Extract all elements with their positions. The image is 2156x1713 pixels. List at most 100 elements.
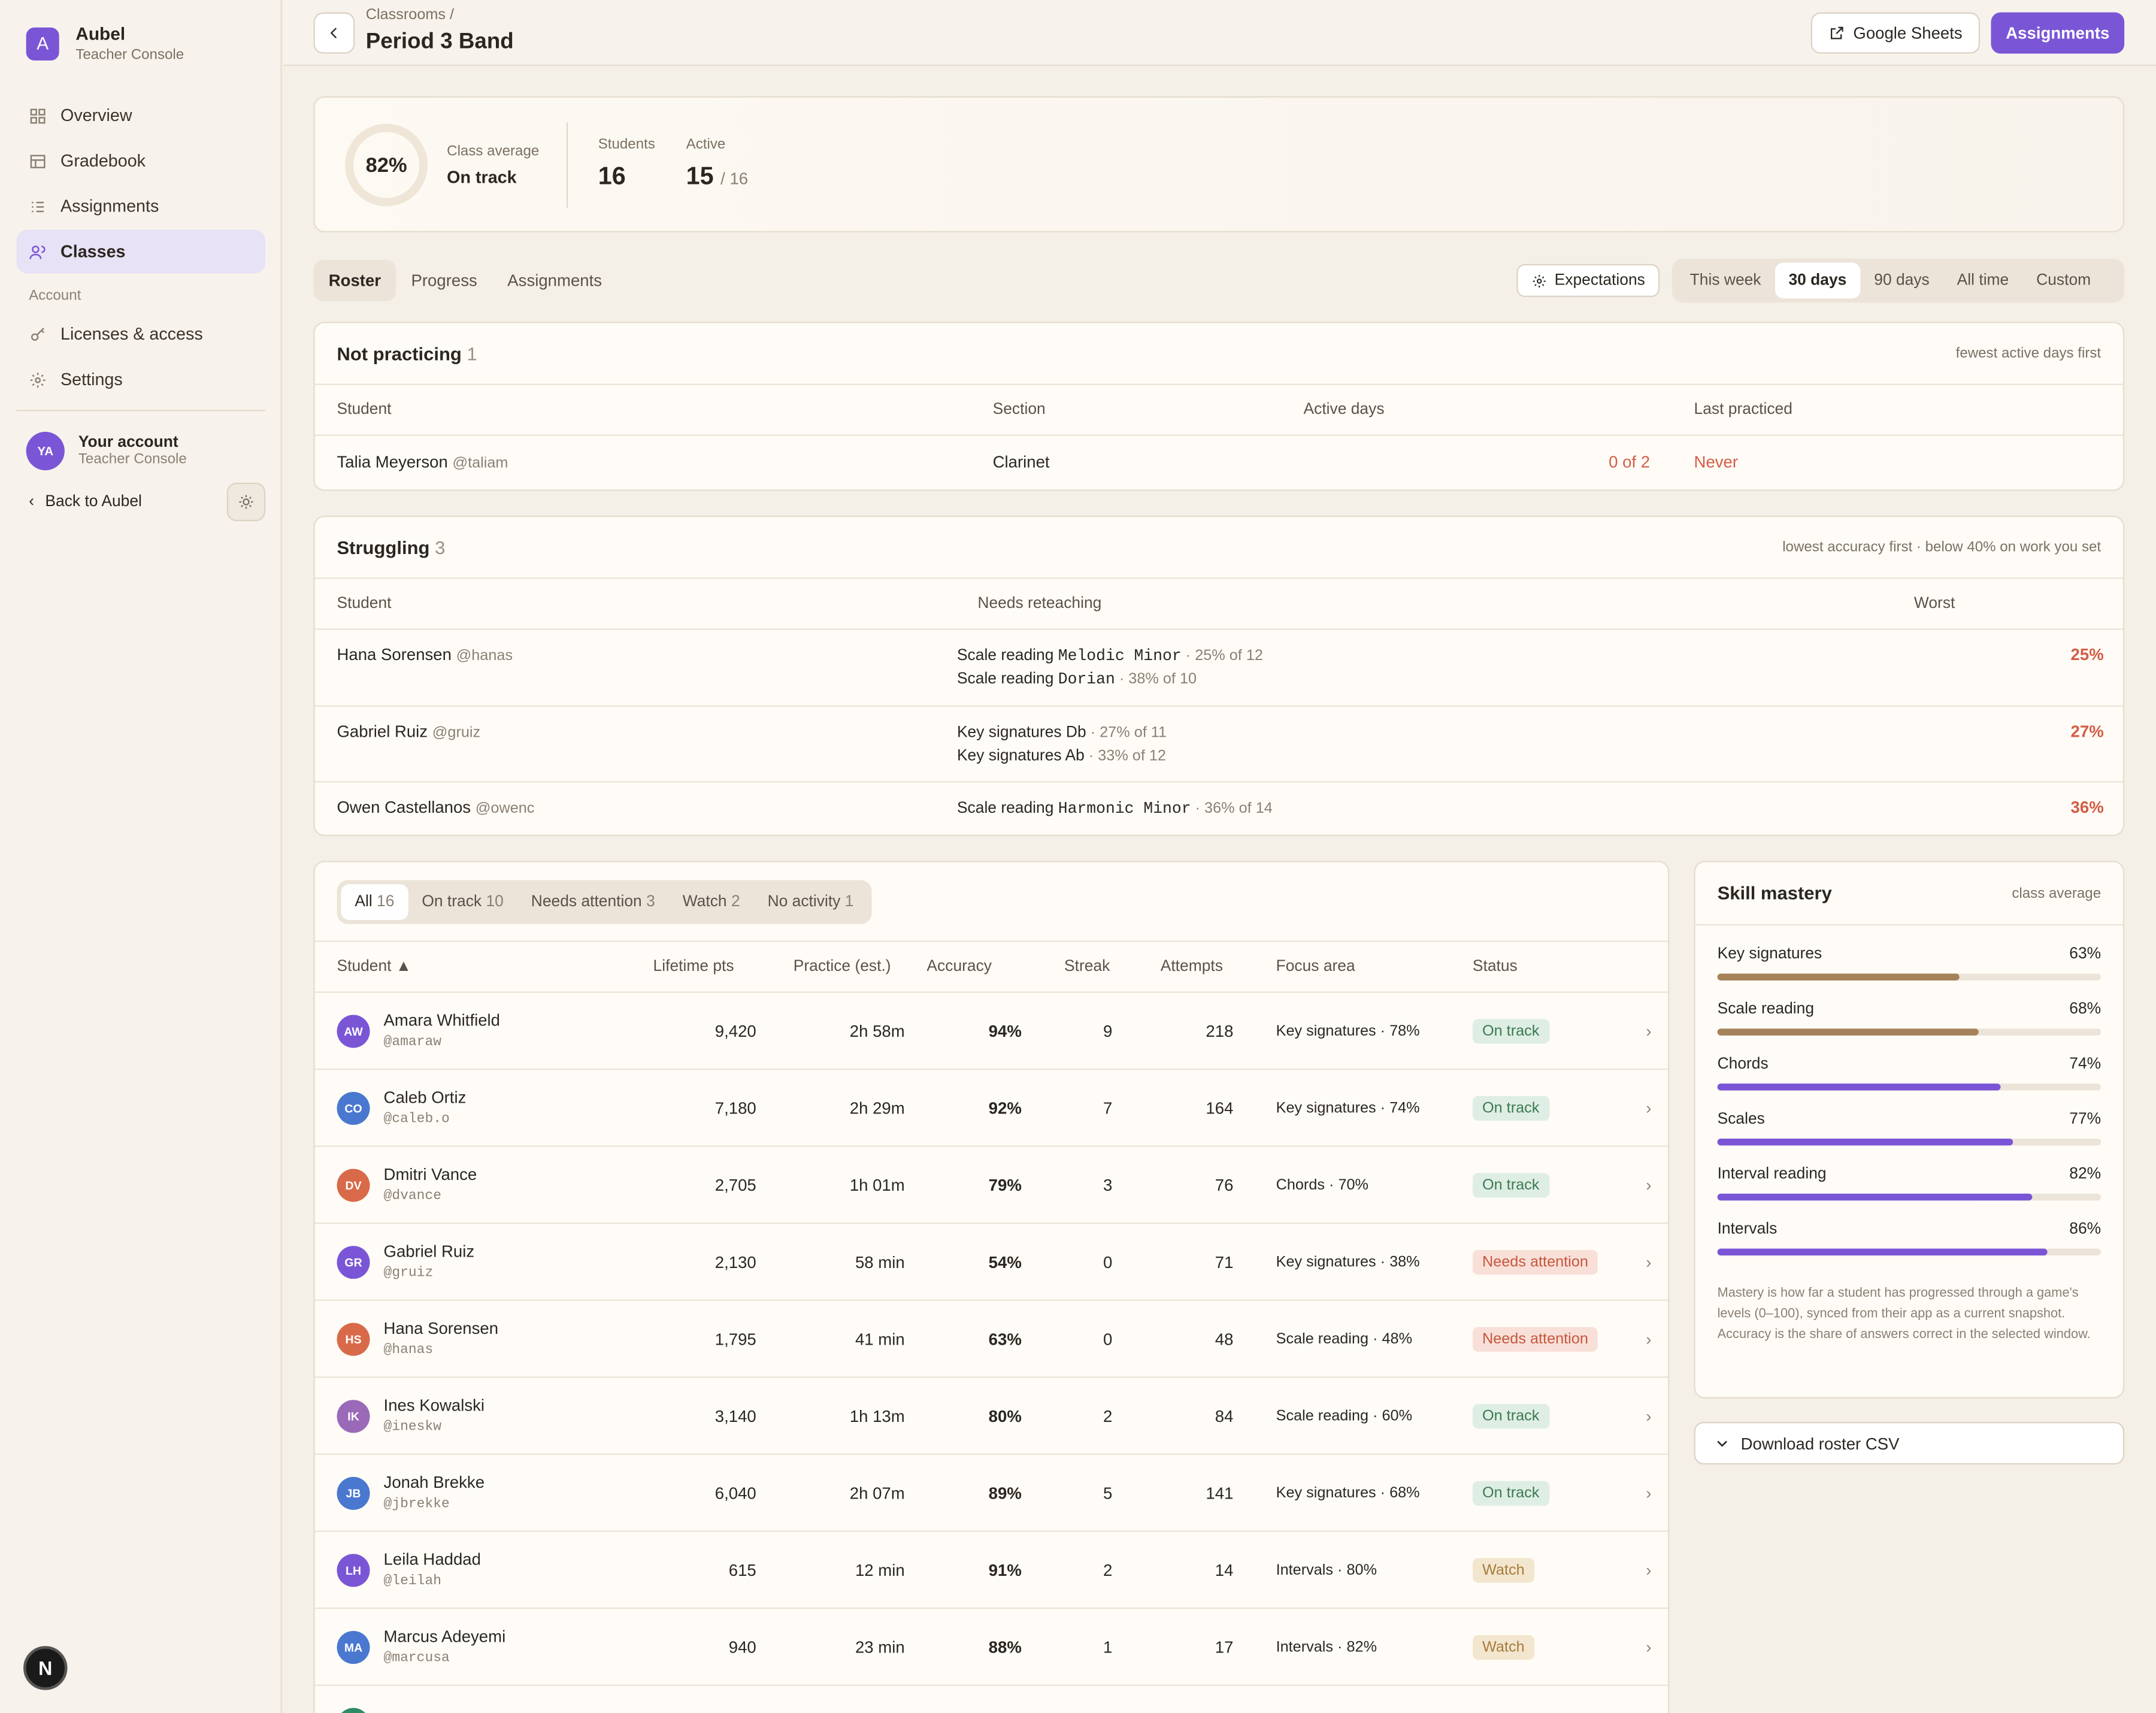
attempts: 218: [1206, 1021, 1234, 1040]
col-student[interactable]: Student: [337, 595, 392, 612]
tab-1[interactable]: Progress: [411, 271, 477, 290]
account-name: Your account: [78, 434, 178, 452]
skill-label: Interval reading: [1717, 1166, 1827, 1183]
skill-bar: [1717, 1193, 2102, 1201]
sidebar-item-table[interactable]: Gradebook: [17, 139, 266, 183]
focus-area: Key signatures · 68%: [1276, 1484, 1420, 1501]
download-roster-csv-button[interactable]: Download roster CSV: [1694, 1421, 2125, 1465]
range-option[interactable]: All time: [1957, 272, 2009, 289]
practice-time: 2h 58m: [849, 1021, 905, 1040]
key-icon: [31, 326, 44, 340]
table-row[interactable]: IK Ines Kowalski @ineskw 3,140 1h 13m 80% …: [314, 1378, 1668, 1455]
col-header[interactable]: Attempts: [1160, 958, 1223, 975]
chevron-right-icon[interactable]: ›: [1646, 1637, 1652, 1657]
breadcrumb[interactable]: Classrooms /: [365, 7, 455, 24]
col-active-days[interactable]: Active days: [1303, 401, 1385, 418]
streak: 0: [1103, 1328, 1113, 1349]
range-option[interactable]: 90 days: [1874, 272, 1930, 289]
col-header[interactable]: Streak: [1064, 958, 1110, 975]
filter-option[interactable]: Watch 2: [682, 894, 740, 910]
table-row[interactable]: JB Jonah Brekke @jbrekke 6,040 2h 07m 89% …: [314, 1455, 1668, 1532]
col-last-practiced[interactable]: Last practiced: [1694, 401, 1792, 418]
student-name: Caleb Ortiz: [383, 1088, 467, 1107]
sidebar-item-key[interactable]: Licenses & access: [17, 312, 266, 356]
filter-option[interactable]: All 16: [341, 884, 408, 920]
skill-label: Chords: [1717, 1056, 1769, 1073]
chevron-right-icon[interactable]: ›: [1646, 1483, 1652, 1503]
back-to-aubel-link[interactable]: ‹ Back to Aubel: [29, 494, 142, 510]
col-needs-reteaching[interactable]: Needs reteaching: [977, 595, 1102, 612]
chevron-right-icon[interactable]: ›: [1646, 1175, 1652, 1194]
reteach-item: Key signatures Db · 27% of 11: [956, 724, 1167, 742]
assignments-button[interactable]: Assignments: [1991, 12, 2125, 54]
range-option[interactable]: This week: [1689, 272, 1761, 289]
table-row[interactable]: HS Hana Sorensen @hanas 1,795 41 min 63% 0…: [314, 1301, 1668, 1378]
chevron-right-icon[interactable]: ›: [1646, 1406, 1652, 1426]
skill-value: 77%: [2069, 1111, 2102, 1128]
col-header[interactable]: Student ▲: [337, 958, 412, 975]
table-row[interactable]: AW Amara Whitfield @amaraw 9,420 2h 58m 94…: [314, 993, 1668, 1070]
reteach-item: Key signatures Ab · 33% of 12: [956, 747, 1166, 765]
practice-time: 41 min: [855, 1328, 905, 1349]
skill-value: 74%: [2069, 1056, 2102, 1073]
student-name: Marcus Adeyemi: [383, 1627, 506, 1647]
table-row[interactable]: Gabriel Ruiz @gruiz Key signatures Db · 2…: [314, 707, 2123, 783]
col-student[interactable]: Student: [337, 401, 392, 418]
col-header[interactable]: Practice (est.): [793, 958, 891, 975]
accuracy: 94%: [988, 1021, 1022, 1040]
theme-toggle-button[interactable]: [226, 482, 266, 522]
student-handle: @jbrekke: [383, 1497, 450, 1513]
chevron-down-icon: [1717, 1440, 1727, 1447]
col-header[interactable]: Lifetime pts: [653, 958, 734, 975]
table-row[interactable]: CO Caleb Ortiz @caleb.o 7,180 2h 29m 92% 7…: [314, 1070, 1668, 1147]
chevron-right-icon[interactable]: ›: [1646, 1252, 1652, 1272]
table-row[interactable]: Owen Castellanos @owenc Scale reading Har…: [315, 782, 2123, 834]
col-header[interactable]: Status: [1472, 958, 1518, 975]
table-row[interactable]: NBNia Barrett ›: [315, 1686, 1668, 1713]
tab-0[interactable]: Roster: [313, 259, 396, 301]
sidebar-item-gear[interactable]: Settings: [17, 358, 266, 401]
sidebar-item-checklist[interactable]: Assignments: [17, 184, 266, 228]
account-card[interactable]: YA Your account Teacher Console: [17, 419, 266, 483]
focus-area: Key signatures · 38%: [1276, 1253, 1420, 1270]
sidebar-item-grid[interactable]: Overview: [17, 93, 266, 137]
filter-option[interactable]: Needs attention 3: [531, 894, 655, 910]
expectations-button[interactable]: Expectations: [1516, 264, 1660, 297]
focus-area: Chords · 70%: [1276, 1176, 1369, 1193]
sidebar-item-label: Overview: [60, 105, 132, 125]
range-option[interactable]: 30 days: [1775, 262, 1861, 299]
chevron-right-icon[interactable]: ›: [1646, 1328, 1652, 1349]
chevron-right-icon[interactable]: ›: [1646, 1098, 1652, 1118]
col-header[interactable]: Accuracy: [926, 958, 992, 975]
sidebar-item-users[interactable]: Classes: [16, 229, 266, 274]
table-row[interactable]: DV Dmitri Vance @dvance 2,705 1h 01m 79% 3…: [314, 1147, 1668, 1224]
student-handle: @hanas: [456, 647, 513, 664]
chevron-right-icon[interactable]: ›: [1646, 1560, 1652, 1579]
avatar: JB: [337, 1476, 370, 1509]
col-section[interactable]: Section: [992, 401, 1046, 418]
focus-area: Key signatures · 78%: [1276, 1022, 1420, 1039]
table-row[interactable]: LH Leila Haddad @leilah 615 12 min 91% 2 1…: [314, 1532, 1668, 1609]
n-badge[interactable]: N: [23, 1646, 68, 1690]
range-option[interactable]: Custom: [2036, 272, 2091, 289]
filter-option[interactable]: On track 10: [422, 894, 504, 910]
tab-2[interactable]: Assignments: [507, 271, 602, 290]
table-row[interactable]: MA Marcus Adeyemi @marcusa 940 23 min 88% …: [314, 1609, 1668, 1686]
chevron-right-icon[interactable]: ›: [1646, 1021, 1652, 1040]
student-name: Dmitri Vance: [383, 1164, 477, 1184]
chevron-left-icon: [330, 28, 337, 38]
google-sheets-button[interactable]: Google Sheets: [1810, 12, 1981, 54]
table-row[interactable]: Hana Sorensen @hanas Scale reading Melodi…: [314, 630, 2123, 707]
skill-value: 86%: [2069, 1221, 2102, 1238]
student-name: Ines Kowalski: [383, 1396, 485, 1415]
lifetime-pts: 9,420: [714, 1021, 756, 1040]
col-header[interactable]: Focus area: [1276, 958, 1355, 975]
skill-bar-fill: [1717, 1028, 1979, 1036]
table-header: Student Section Active days Last practic…: [314, 385, 2123, 436]
back-button[interactable]: [313, 12, 355, 54]
practice-time: 1h 13m: [849, 1406, 905, 1426]
table-row[interactable]: GR Gabriel Ruiz @gruiz 2,130 58 min 54% 0 …: [314, 1224, 1668, 1301]
table-row[interactable]: Talia Meyerson @taliam Clarinet 0 of 2 N…: [315, 436, 2123, 488]
col-worst[interactable]: Worst: [1913, 595, 1955, 612]
filter-option[interactable]: No activity 1: [767, 894, 854, 910]
